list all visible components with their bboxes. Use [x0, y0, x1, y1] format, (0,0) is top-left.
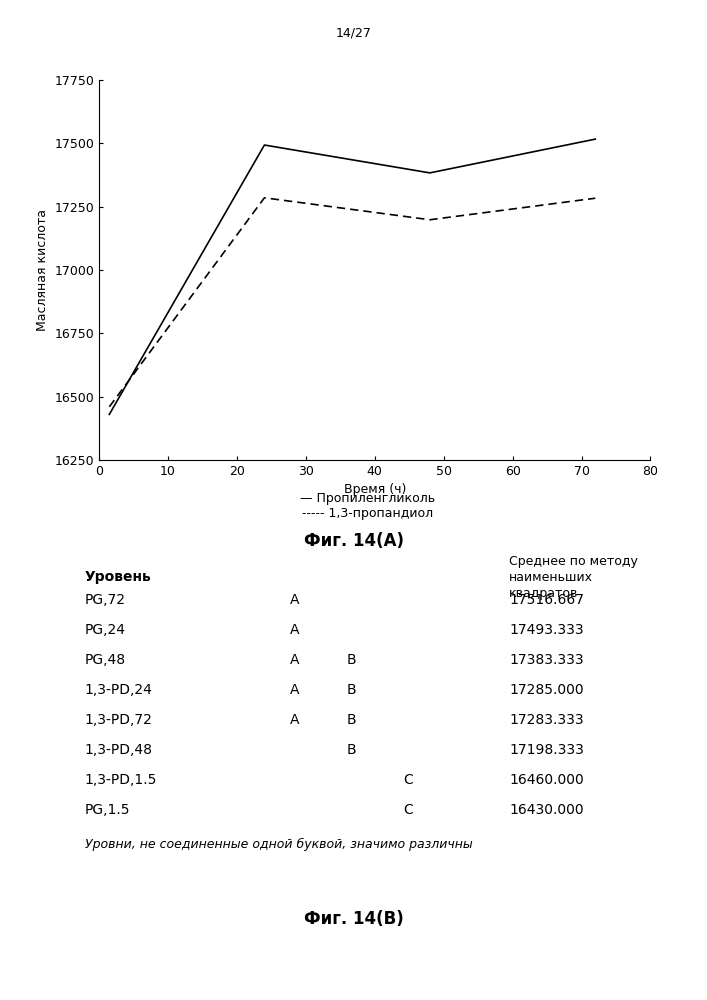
Text: 1,3-PD,24: 1,3-PD,24	[85, 683, 153, 697]
Text: A: A	[290, 623, 299, 637]
Text: Уровни, не соединенные одной буквой, значимо различны: Уровни, не соединенные одной буквой, зна…	[85, 838, 472, 851]
Text: C: C	[403, 803, 413, 817]
Text: 14/27: 14/27	[336, 26, 371, 39]
Text: 16460.000: 16460.000	[509, 773, 584, 787]
Text: 1,3-PD,72: 1,3-PD,72	[85, 713, 153, 727]
Text: 1,3-PD,1.5: 1,3-PD,1.5	[85, 773, 157, 787]
Text: 17383.333: 17383.333	[509, 653, 584, 667]
Text: Уровень: Уровень	[85, 570, 151, 584]
Text: Фиг. 14(В): Фиг. 14(В)	[303, 910, 404, 928]
Text: A: A	[290, 713, 299, 727]
Text: 17285.000: 17285.000	[509, 683, 584, 697]
Y-axis label: Масляная кислота: Масляная кислота	[35, 209, 49, 331]
Text: — Пропиленгликоль: — Пропиленгликоль	[300, 492, 436, 505]
Text: Фиг. 14(А): Фиг. 14(А)	[303, 532, 404, 550]
Text: B: B	[346, 713, 356, 727]
Text: 1,3-PD,48: 1,3-PD,48	[85, 743, 153, 757]
Text: 16430.000: 16430.000	[509, 803, 584, 817]
Text: PG,24: PG,24	[85, 623, 126, 637]
X-axis label: Время (ч): Время (ч)	[344, 483, 406, 496]
Text: 17198.333: 17198.333	[509, 743, 584, 757]
Text: B: B	[346, 683, 356, 697]
Text: B: B	[346, 653, 356, 667]
Text: PG,48: PG,48	[85, 653, 126, 667]
Text: 17283.333: 17283.333	[509, 713, 584, 727]
Text: C: C	[403, 773, 413, 787]
Text: Среднее по методу
наименьших
квадратов: Среднее по методу наименьших квадратов	[509, 555, 638, 600]
Text: B: B	[346, 743, 356, 757]
Text: A: A	[290, 653, 299, 667]
Text: PG,1.5: PG,1.5	[85, 803, 130, 817]
Text: PG,72: PG,72	[85, 593, 126, 607]
Text: A: A	[290, 683, 299, 697]
Text: ----- 1,3-пропандиол: ----- 1,3-пропандиол	[302, 507, 433, 520]
Text: 17493.333: 17493.333	[509, 623, 584, 637]
Text: A: A	[290, 593, 299, 607]
Text: 17516.667: 17516.667	[509, 593, 584, 607]
